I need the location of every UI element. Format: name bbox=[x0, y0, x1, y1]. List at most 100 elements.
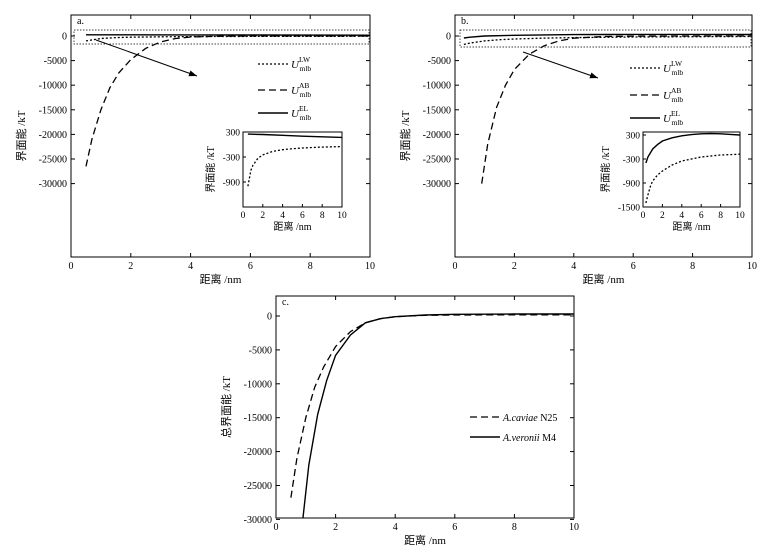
inset-y-tick-label: 300 bbox=[226, 129, 241, 139]
x-tick-label: 8 bbox=[308, 261, 313, 272]
main-a-series-1 bbox=[85, 35, 370, 167]
x-tick-label: 2 bbox=[512, 261, 517, 272]
legend-sup: EL bbox=[671, 109, 681, 118]
x-tick-label: 0 bbox=[453, 261, 458, 272]
y-tick-label: -5000 bbox=[428, 56, 451, 67]
x-tick-label: 6 bbox=[248, 261, 253, 272]
inset-b-series-1 bbox=[645, 132, 740, 164]
legend-label: UEL mlb bbox=[663, 109, 683, 127]
inset-x-tick-label: 10 bbox=[735, 211, 745, 221]
legend-species: A.veronii bbox=[502, 433, 540, 444]
main-b-series-0 bbox=[463, 35, 752, 46]
x-tick-label: 10 bbox=[747, 261, 757, 272]
y-tick-label: 0 bbox=[267, 312, 272, 323]
inset-y-tick-label: -1500 bbox=[618, 204, 640, 214]
y-axis-label: 界面能 /kT bbox=[398, 110, 412, 161]
inset-x-tick-label: 4 bbox=[280, 211, 285, 221]
legend-c: A.caviae N25 A.veronii M4 bbox=[470, 413, 557, 444]
panel-label: b. bbox=[461, 16, 469, 27]
y-tick-label: 0 bbox=[62, 32, 67, 43]
plot-frame-c bbox=[275, 295, 575, 519]
zoom-arrow-head bbox=[188, 70, 197, 77]
y-tick-label: -20000 bbox=[423, 130, 451, 141]
legend-main: U bbox=[663, 90, 672, 102]
y-tick-label: -25000 bbox=[423, 155, 451, 166]
zoom-box bbox=[73, 29, 370, 45]
legend-label: A.veronii M4 bbox=[502, 433, 556, 444]
x-tick-label: 2 bbox=[128, 261, 133, 272]
x-tick-label: 6 bbox=[631, 261, 636, 272]
zoom-arrow-line bbox=[95, 39, 198, 77]
y-axis-label: 界面能 /kT bbox=[14, 110, 28, 161]
inset-y-axis-label: 界面能 /kT bbox=[204, 146, 217, 192]
x-tick-label: 10 bbox=[365, 261, 375, 272]
y-tick-label: -30000 bbox=[244, 515, 272, 526]
inset-a-series-1 bbox=[247, 133, 342, 139]
y-axis-label: 总界面能 /kT bbox=[219, 376, 233, 438]
inset-x-tick-label: 6 bbox=[699, 211, 704, 221]
inset-b-series-0 bbox=[645, 153, 740, 204]
y-tick-label: -20000 bbox=[244, 447, 272, 458]
main-c-series-1 bbox=[302, 313, 574, 518]
plot-frame-b bbox=[454, 14, 753, 258]
y-tick-label: -10000 bbox=[39, 81, 67, 92]
inset-a-series-0 bbox=[247, 145, 342, 187]
inset-x-tick-label: 10 bbox=[337, 211, 347, 221]
inset-x-axis-label: 距离 /nm bbox=[273, 220, 311, 233]
y-tick-label: -5000 bbox=[249, 345, 272, 356]
zoom-arrow-head bbox=[589, 72, 598, 79]
legend-main: U bbox=[291, 85, 300, 97]
y-tick-label: -20000 bbox=[39, 130, 67, 141]
inset-y-tick-label: 300 bbox=[626, 132, 641, 142]
legend-sup: AB bbox=[299, 81, 309, 90]
main-b-series-2 bbox=[463, 33, 752, 39]
inset-x-tick-label: 2 bbox=[260, 211, 265, 221]
legend-label: ULW mlb bbox=[663, 59, 683, 77]
y-tick-label: -30000 bbox=[39, 179, 67, 190]
legend-species: A.caviae bbox=[502, 413, 538, 424]
legend-main: U bbox=[291, 59, 300, 71]
y-tick-label: 0 bbox=[446, 32, 451, 43]
legend-label: ULW mlb bbox=[291, 55, 311, 73]
legend-strain: N25 bbox=[538, 413, 558, 424]
inset-x-tick-label: 8 bbox=[718, 211, 723, 221]
inset-y-tick-label: -300 bbox=[223, 154, 241, 164]
legend-sub: mlb bbox=[672, 118, 684, 127]
x-axis-label: 距离 /nm bbox=[404, 533, 446, 547]
legend-sub: mlb bbox=[300, 113, 312, 122]
legend-main: U bbox=[663, 113, 672, 125]
inset-y-tick-label: -900 bbox=[623, 180, 641, 190]
y-tick-label: -15000 bbox=[244, 413, 272, 424]
inset-x-tick-label: 0 bbox=[241, 211, 246, 221]
legend-main: U bbox=[291, 108, 300, 120]
x-tick-label: 8 bbox=[690, 261, 695, 272]
plot-frame-a bbox=[70, 14, 371, 258]
main-b-series-1 bbox=[481, 35, 752, 184]
x-axis-label: 距离 /nm bbox=[583, 272, 625, 286]
x-tick-label: 8 bbox=[512, 522, 517, 533]
inset-b: 0 2 4 6 8 10 300 -300 -900 -1500 距离 /nm 界面能 /kT bbox=[599, 131, 745, 233]
y-tick-label: -10000 bbox=[244, 379, 272, 390]
legend-sup: LW bbox=[299, 55, 311, 64]
legend-sub: mlb bbox=[672, 95, 684, 104]
inset-x-axis-label: 距离 /nm bbox=[672, 220, 710, 233]
x-tick-label: 4 bbox=[393, 522, 398, 533]
inset-x-tick-label: 4 bbox=[679, 211, 684, 221]
inset-x-tick-label: 8 bbox=[320, 211, 325, 221]
y-tick-label: -15000 bbox=[423, 105, 451, 116]
y-tick-label: -10000 bbox=[423, 81, 451, 92]
inset-y-tick-label: -300 bbox=[623, 156, 641, 166]
y-tick-label: -15000 bbox=[39, 105, 67, 116]
legend-sub: mlb bbox=[672, 68, 684, 77]
x-tick-label: 4 bbox=[188, 261, 193, 272]
legend-main: U bbox=[663, 63, 672, 75]
zoom-arrow-line bbox=[522, 51, 599, 79]
inset-x-tick-label: 6 bbox=[300, 211, 305, 221]
legend-sup: LW bbox=[671, 59, 683, 68]
legend-label: A.caviae N25 bbox=[502, 413, 557, 424]
x-tick-label: 10 bbox=[569, 522, 579, 533]
inset-a: 0 2 4 6 8 10 300 -300 -900 距离 /nm 界面能 /kT bbox=[204, 129, 347, 234]
legend-label: UAB mlb bbox=[291, 81, 311, 99]
inset-y-tick-label: -900 bbox=[223, 179, 241, 189]
panel-a: 0 2 4 6 8 10 0 -5000 -10000 -15000 -20000 -25000 -30… bbox=[14, 14, 375, 286]
